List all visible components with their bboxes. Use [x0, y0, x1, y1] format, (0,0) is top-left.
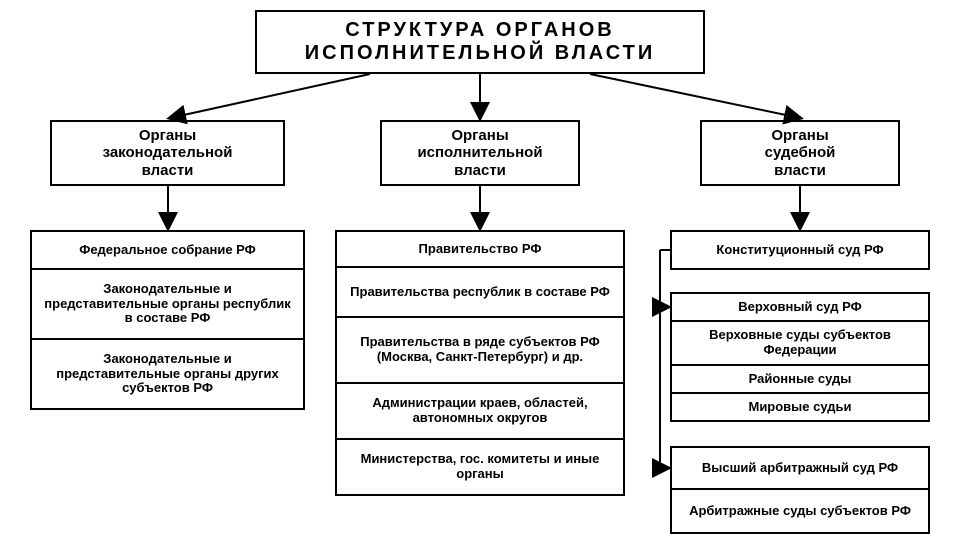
branch-executive-header: Органы исполнительной власти	[380, 120, 580, 186]
executive-item: Министерства, гос. комитеты и иные орган…	[335, 440, 625, 496]
judicial-item: Высший арбитражный суд РФ	[670, 446, 930, 490]
branch-line: судебной	[765, 144, 836, 161]
title-line-2: ИСПОЛНИТЕЛЬНОЙ ВЛАСТИ	[305, 42, 655, 65]
title-line-1: СТРУКТУРА ОРГАНОВ	[305, 19, 655, 42]
branch-line: Органы	[417, 127, 542, 144]
judicial-group-2: Верховный суд РФ Верховные суды субъекто…	[670, 292, 930, 422]
executive-item: Правительства в ряде субъектов РФ (Москв…	[335, 318, 625, 384]
judicial-item: Конституционный суд РФ	[670, 230, 930, 270]
legislative-item: Федеральное собрание РФ	[30, 230, 305, 270]
legislative-stack: Федеральное собрание РФ Законодательные …	[30, 230, 305, 410]
judicial-item: Арбитражные суды субъектов РФ	[670, 490, 930, 534]
executive-stack: Правительство РФ Правительства республик…	[335, 230, 625, 496]
branch-judicial-header: Органы судебной власти	[700, 120, 900, 186]
branch-line: Органы	[103, 127, 233, 144]
arrow	[590, 74, 800, 118]
branch-line: Органы	[765, 127, 836, 144]
branch-line: исполнительной	[417, 144, 542, 161]
elbow-connector	[660, 250, 668, 307]
branch-line: власти	[765, 162, 836, 179]
executive-item: Правительство РФ	[335, 230, 625, 268]
judicial-item: Районные суды	[670, 366, 930, 394]
branch-line: власти	[103, 162, 233, 179]
judicial-group-1: Конституционный суд РФ	[670, 230, 930, 270]
branch-line: законодательной	[103, 144, 233, 161]
executive-item: Правительства республик в составе РФ	[335, 268, 625, 318]
branch-line: власти	[417, 162, 542, 179]
executive-item: Администрации краев, областей, автономны…	[335, 384, 625, 440]
judicial-item: Верховный суд РФ	[670, 292, 930, 322]
judicial-item: Верховные суды субъектов Федерации	[670, 322, 930, 366]
arrow	[170, 74, 370, 118]
legislative-item: Законодательные и представительные орган…	[30, 340, 305, 410]
judicial-item: Мировые судьи	[670, 394, 930, 422]
elbow-connector	[660, 250, 668, 468]
judicial-group-3: Высший арбитражный суд РФ Арбитражные су…	[670, 446, 930, 534]
diagram-title: СТРУКТУРА ОРГАНОВ ИСПОЛНИТЕЛЬНОЙ ВЛАСТИ	[255, 10, 705, 74]
legislative-item: Законодательные и представительные орган…	[30, 270, 305, 340]
branch-legislative-header: Органы законодательной власти	[50, 120, 285, 186]
